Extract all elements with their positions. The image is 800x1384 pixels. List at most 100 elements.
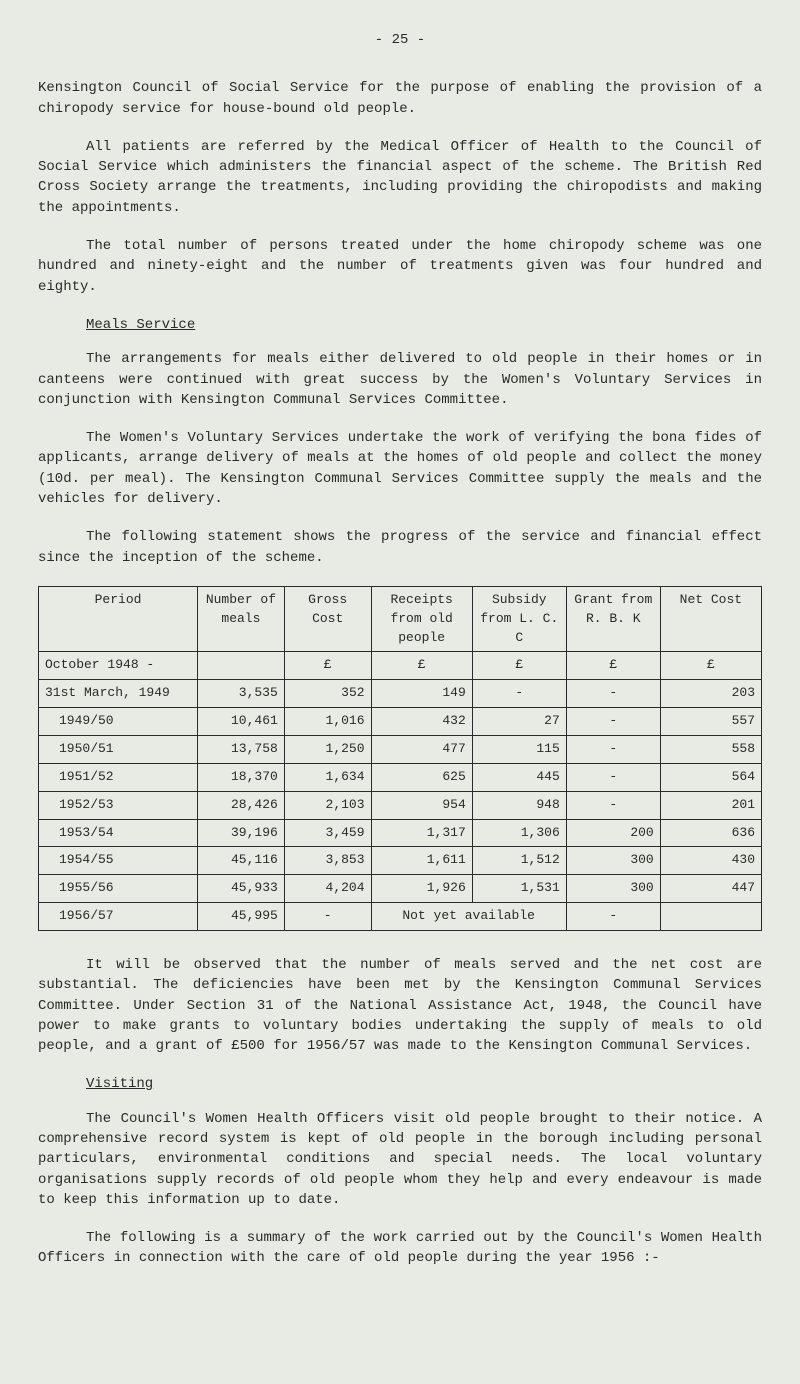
cell-period: 1956/57 xyxy=(39,903,198,931)
table-row: 1950/5113,7581,250477115-558 xyxy=(39,736,762,764)
cell-period: 1951/52 xyxy=(39,763,198,791)
cell-period: 1954/55 xyxy=(39,847,198,875)
cell-unit xyxy=(198,652,285,680)
cell-value: 445 xyxy=(472,763,566,791)
cell-value: - xyxy=(566,680,660,708)
table-row: 1949/5010,4611,01643227-557 xyxy=(39,708,762,736)
cell-value: 27 xyxy=(472,708,566,736)
cell-value: 1,016 xyxy=(284,708,371,736)
cell-value: - xyxy=(566,708,660,736)
heading-meals-service: Meals Service xyxy=(38,315,762,335)
cell-value: - xyxy=(566,736,660,764)
cell-value: 1,306 xyxy=(472,819,566,847)
paragraph-totals: The total number of persons treated unde… xyxy=(38,236,762,297)
col-grant: Grant from R. B. K xyxy=(566,586,660,652)
cell-value: 39,196 xyxy=(198,819,285,847)
cell-unit: £ xyxy=(371,652,472,680)
cell-value: 1,317 xyxy=(371,819,472,847)
cell-value: 352 xyxy=(284,680,371,708)
cell-value: 13,758 xyxy=(198,736,285,764)
cell-value: 1,634 xyxy=(284,763,371,791)
cell-value: 625 xyxy=(371,763,472,791)
cell-period: 1953/54 xyxy=(39,819,198,847)
cell-unit: £ xyxy=(284,652,371,680)
table-row: 1953/5439,1963,4591,3171,306200636 xyxy=(39,819,762,847)
cell-value: 1,531 xyxy=(472,875,566,903)
table-row: 1956/5745,995-Not yet available- xyxy=(39,903,762,931)
paragraph-statement-intro: The following statement shows the progre… xyxy=(38,527,762,568)
cell-unit: £ xyxy=(472,652,566,680)
cell-value: 954 xyxy=(371,791,472,819)
col-gross: Gross Cost xyxy=(284,586,371,652)
col-net: Net Cost xyxy=(660,586,761,652)
col-period: Period xyxy=(39,586,198,652)
cell-value: 557 xyxy=(660,708,761,736)
table-row: 1955/5645,9334,2041,9261,531300447 xyxy=(39,875,762,903)
cell-value: - xyxy=(566,763,660,791)
cell-value: 2,103 xyxy=(284,791,371,819)
cell-value: 10,461 xyxy=(198,708,285,736)
cell-period-oct1948: October 1948 - xyxy=(39,652,198,680)
cell-value: 45,995 xyxy=(198,903,285,931)
paragraph-visiting-2: The following is a summary of the work c… xyxy=(38,1228,762,1269)
table-header-row: Period Number of meals Gross Cost Receip… xyxy=(39,586,762,652)
paragraph-observation: It will be observed that the number of m… xyxy=(38,955,762,1056)
table-row: 1954/5545,1163,8531,6111,512300430 xyxy=(39,847,762,875)
cell-value: 636 xyxy=(660,819,761,847)
paragraph-meals-arrangements: The arrangements for meals either delive… xyxy=(38,349,762,410)
paragraph-visiting-1: The Council's Women Health Officers visi… xyxy=(38,1109,762,1210)
cell-value: 18,370 xyxy=(198,763,285,791)
cell-value: - xyxy=(284,903,371,931)
cell-value: 3,853 xyxy=(284,847,371,875)
col-subsidy: Subsidy from L. C. C xyxy=(472,586,566,652)
cell-value: 3,535 xyxy=(198,680,285,708)
paragraph-intro: Kensington Council of Social Service for… xyxy=(38,78,762,119)
paragraph-wvs: The Women's Voluntary Services undertake… xyxy=(38,428,762,509)
cell-value: 28,426 xyxy=(198,791,285,819)
cell-value: 115 xyxy=(472,736,566,764)
meals-progress-table: Period Number of meals Gross Cost Receip… xyxy=(38,586,762,931)
col-receipts: Receipts from old people xyxy=(371,586,472,652)
cell-value: 1,512 xyxy=(472,847,566,875)
cell-period: 1950/51 xyxy=(39,736,198,764)
cell-value: 200 xyxy=(566,819,660,847)
cell-value: 1,611 xyxy=(371,847,472,875)
cell-period: 1949/50 xyxy=(39,708,198,736)
table-row: 1952/5328,4262,103954948-201 xyxy=(39,791,762,819)
table-row: 1951/5218,3701,634625445-564 xyxy=(39,763,762,791)
cell-value: 201 xyxy=(660,791,761,819)
cell-value: 558 xyxy=(660,736,761,764)
cell-value: 447 xyxy=(660,875,761,903)
cell-value: 45,933 xyxy=(198,875,285,903)
cell-value: 149 xyxy=(371,680,472,708)
cell-unit: £ xyxy=(660,652,761,680)
cell-value: 3,459 xyxy=(284,819,371,847)
cell-value: 948 xyxy=(472,791,566,819)
paragraph-referral: All patients are referred by the Medical… xyxy=(38,137,762,218)
cell-value: 300 xyxy=(566,847,660,875)
cell-value: 477 xyxy=(371,736,472,764)
cell-value: - xyxy=(566,791,660,819)
cell-value xyxy=(660,903,761,931)
cell-value: 203 xyxy=(660,680,761,708)
table-body: October 1948 -£££££31st March, 19493,535… xyxy=(39,652,762,930)
page-number: - 25 - xyxy=(38,30,762,50)
cell-value: 432 xyxy=(371,708,472,736)
heading-visiting: Visiting xyxy=(38,1074,762,1094)
cell-value: - xyxy=(566,903,660,931)
table-row: 31st March, 19493,535352149--203 xyxy=(39,680,762,708)
cell-period: 31st March, 1949 xyxy=(39,680,198,708)
cell-value: 45,116 xyxy=(198,847,285,875)
cell-value: 300 xyxy=(566,875,660,903)
cell-period: 1955/56 xyxy=(39,875,198,903)
cell-value: 430 xyxy=(660,847,761,875)
cell-value: 1,926 xyxy=(371,875,472,903)
col-meals: Number of meals xyxy=(198,586,285,652)
table-unit-row: October 1948 -£££££ xyxy=(39,652,762,680)
cell-value: 564 xyxy=(660,763,761,791)
cell-value: 1,250 xyxy=(284,736,371,764)
cell-period: 1952/53 xyxy=(39,791,198,819)
cell-unit: £ xyxy=(566,652,660,680)
cell-value: 4,204 xyxy=(284,875,371,903)
cell-value: - xyxy=(472,680,566,708)
